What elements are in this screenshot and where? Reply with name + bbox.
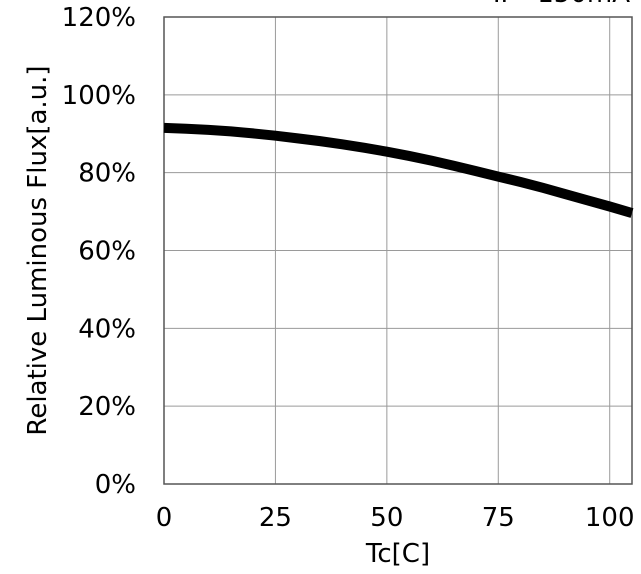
- x-tick-label: 100: [585, 503, 635, 533]
- y-tick-label: 60%: [78, 237, 136, 267]
- x-tick-label: 0: [156, 503, 173, 533]
- y-axis-title: Relative Luminous Flux[a.u.]: [23, 65, 53, 435]
- y-tick-label: 100%: [62, 81, 136, 111]
- x-tick-label: 50: [370, 503, 403, 533]
- y-tick-label: 80%: [78, 159, 136, 189]
- y-tick-label: 120%: [62, 3, 136, 33]
- y-tick-label: 0%: [95, 470, 136, 500]
- plot-frame: [163, 16, 633, 485]
- x-axis-title: Tc[C]: [365, 539, 430, 569]
- x-tick-label: 25: [259, 503, 292, 533]
- x-tick-label: 75: [482, 503, 515, 533]
- series-line: [163, 122, 634, 218]
- y-tick-label: 20%: [78, 392, 136, 422]
- y-tick-label: 40%: [78, 314, 136, 344]
- condition-note: IF=150mA: [493, 0, 630, 9]
